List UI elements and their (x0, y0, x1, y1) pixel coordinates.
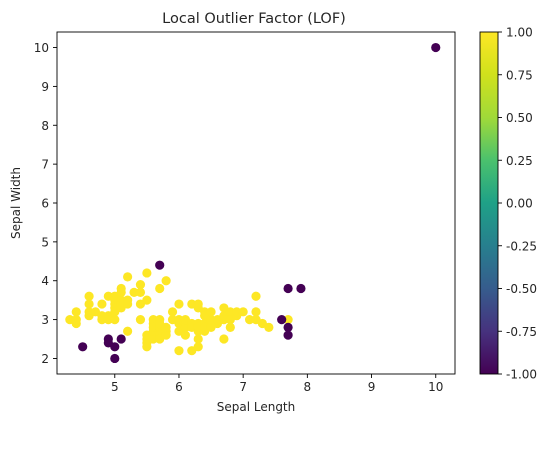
x-axis-label: Sepal Length (217, 400, 296, 414)
inlier-point (97, 299, 106, 308)
outlier-point (78, 342, 87, 351)
outlier-point (155, 261, 164, 270)
inlier-point (117, 288, 126, 297)
x-tick-label: 5 (111, 380, 119, 394)
y-tick-label: 4 (41, 274, 49, 288)
y-tick-label: 8 (41, 119, 49, 133)
outlier-point (296, 284, 305, 293)
inlier-point (142, 296, 151, 305)
y-axis-label: Sepal Width (9, 167, 23, 239)
y-tick-label: 9 (41, 80, 49, 94)
colorbar-tick-label: -0.25 (506, 239, 537, 253)
inlier-point (155, 284, 164, 293)
outlier-point (110, 354, 119, 363)
colorbar-tick-label: 0.75 (506, 68, 533, 82)
inlier-point (194, 299, 203, 308)
y-tick-label: 2 (41, 352, 49, 366)
outlier-point (283, 284, 292, 293)
y-tick-label: 3 (41, 313, 49, 327)
x-tick-label: 7 (239, 380, 247, 394)
x-tick-label: 8 (304, 380, 312, 394)
inlier-point (162, 323, 171, 332)
x-axis: 5 6 7 8 9 10 (111, 374, 443, 394)
points-layer (65, 43, 440, 363)
y-tick-label: 7 (41, 158, 49, 172)
colorbar-tick-label: 0.25 (506, 154, 533, 168)
colorbar-tick-label: 1.00 (506, 26, 533, 40)
inlier-point (174, 346, 183, 355)
colorbar-tick-label: 0.50 (506, 111, 533, 125)
outlier-point (431, 43, 440, 52)
x-tick-label: 9 (368, 380, 376, 394)
x-tick-label: 10 (428, 380, 443, 394)
inlier-point (123, 299, 132, 308)
inlier-point (181, 331, 190, 340)
colorbar-tick-label: 0.00 (506, 197, 533, 211)
inlier-point (136, 288, 145, 297)
inlier-point (136, 315, 145, 324)
inlier-point (162, 276, 171, 285)
inlier-point (239, 307, 248, 316)
y-tick-label: 5 (41, 235, 49, 249)
inlier-point (123, 327, 132, 336)
outlier-point (117, 334, 126, 343)
inlier-point (174, 299, 183, 308)
outlier-point (283, 331, 292, 340)
colorbar-tick-label: -0.50 (506, 282, 537, 296)
inlier-point (206, 307, 215, 316)
y-tick-label: 10 (34, 41, 49, 55)
inlier-point (168, 307, 177, 316)
inlier-point (123, 272, 132, 281)
y-tick-label: 6 (41, 197, 49, 211)
inlier-point (264, 323, 273, 332)
inlier-point (251, 292, 260, 301)
outlier-point (110, 342, 119, 351)
chart-title: Local Outlier Factor (LOF) (162, 11, 346, 27)
y-axis: 2 3 4 5 6 7 8 9 10 (34, 41, 57, 366)
colorbar-tick-label: -0.75 (506, 325, 537, 339)
inlier-point (219, 334, 228, 343)
colorbar-axis: -1.00 -0.75 -0.50 -0.25 0.00 0.25 0.50 0.75 1.00 (498, 26, 537, 382)
inlier-point (72, 319, 81, 328)
x-tick-label: 6 (175, 380, 183, 394)
colorbar-tick-label: -1.00 (506, 368, 537, 382)
colorbar (480, 32, 498, 374)
inlier-point (194, 342, 203, 351)
inlier-point (142, 268, 151, 277)
outlier-point (277, 315, 286, 324)
